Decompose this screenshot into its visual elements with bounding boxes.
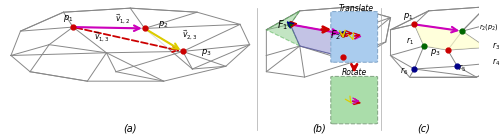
Text: $p_3$: $p_3$ — [430, 47, 441, 58]
Text: $\vec{v}_{1,3}$: $\vec{v}_{1,3}$ — [94, 31, 110, 44]
Text: $\vec{v}_{1,2}$: $\vec{v}_{1,2}$ — [116, 13, 131, 26]
Text: $r_2(p_2)$: $r_2(p_2)$ — [479, 22, 498, 32]
Polygon shape — [266, 11, 300, 46]
Polygon shape — [73, 27, 183, 51]
Text: $p_3$: $p_3$ — [202, 47, 212, 58]
Text: $r_1$: $r_1$ — [406, 36, 413, 47]
Text: $\vec{v}_{2,3}$: $\vec{v}_{2,3}$ — [182, 29, 198, 42]
Text: (a): (a) — [124, 123, 137, 133]
Text: $r_4$: $r_4$ — [492, 56, 500, 68]
FancyBboxPatch shape — [331, 12, 378, 62]
Text: Translate: Translate — [339, 4, 374, 13]
Polygon shape — [290, 24, 343, 57]
Text: (b): (b) — [312, 123, 326, 133]
Text: $p_1$: $p_1$ — [404, 11, 414, 22]
Text: $p_1$: $p_1$ — [63, 13, 74, 24]
Text: $p_2$: $p_2$ — [158, 19, 169, 30]
Text: $F_1$: $F_1$ — [278, 18, 288, 32]
Text: $r_3$: $r_3$ — [492, 40, 500, 51]
Text: (c): (c) — [418, 123, 430, 133]
Text: $F_2$: $F_2$ — [330, 28, 341, 42]
Text: $r_6$: $r_6$ — [400, 65, 408, 77]
Polygon shape — [414, 24, 486, 50]
FancyBboxPatch shape — [331, 76, 378, 124]
Text: Rotate: Rotate — [342, 68, 367, 78]
Text: $r_5$: $r_5$ — [458, 62, 466, 74]
